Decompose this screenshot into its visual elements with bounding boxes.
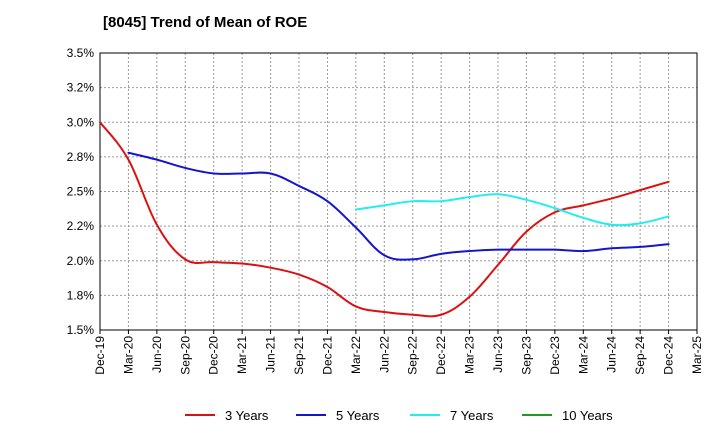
legend-item-5-years: 5 Years <box>296 404 379 426</box>
y-tick-label: 2.2% <box>67 219 95 233</box>
x-tick-label: Dec-24 <box>662 336 676 375</box>
x-tick-label: Jun-24 <box>605 336 619 373</box>
y-tick-label: 1.5% <box>67 323 95 337</box>
chart-title: [8045] Trend of Mean of ROE <box>103 14 308 31</box>
legend-label: 5 Years <box>336 407 380 423</box>
legend-item-7-years: 7 Years <box>410 404 493 426</box>
x-tick-label: Sep-21 <box>292 336 306 375</box>
x-tick-label: Jun-22 <box>377 336 391 373</box>
x-tick-label: Dec-19 <box>93 336 107 375</box>
x-tick-label: Mar-21 <box>235 336 249 374</box>
x-tick-label: Dec-21 <box>320 336 334 375</box>
x-tick-label: Jun-23 <box>491 336 505 373</box>
x-tick-label: Sep-22 <box>406 336 420 375</box>
y-tick-label: 3.0% <box>67 115 95 129</box>
x-tick-label: Mar-22 <box>349 336 363 374</box>
plot-frame <box>99 52 698 331</box>
x-tick-label: Mar-20 <box>121 336 135 374</box>
y-tick-label: 1.8% <box>67 288 95 302</box>
legend: 3 Years 5 Years 7 Years 10 Years <box>0 404 720 426</box>
series-lines <box>99 121 670 318</box>
series-line-5-years <box>127 151 670 261</box>
legend-item-3-years: 3 Years <box>185 404 268 426</box>
x-tick-label: Dec-23 <box>548 336 562 375</box>
x-tick-label: Jun-21 <box>264 336 278 373</box>
x-tick-label: Jun-20 <box>150 336 164 373</box>
y-tick-label: 2.0% <box>67 254 95 268</box>
legend-label: 10 Years <box>562 407 613 423</box>
legend-label: 7 Years <box>450 407 494 423</box>
x-tick-label: Sep-20 <box>178 336 192 375</box>
legend-swatch <box>185 414 215 416</box>
x-tick-label: Dec-20 <box>207 336 221 375</box>
y-tick-label: 2.5% <box>67 185 95 199</box>
x-tick-label: Mar-25 <box>690 336 704 374</box>
legend-label: 3 Years <box>225 407 269 423</box>
series-line-7-years <box>354 193 670 227</box>
axes: 1.5% 1.8% 2.0% 2.2% 2.5% 2.8% 3.0% 3.2% 3.5% Dec-… <box>67 46 704 375</box>
x-tick-label: Dec-22 <box>434 336 448 375</box>
legend-swatch <box>410 414 440 416</box>
legend-swatch <box>522 414 552 416</box>
legend-item-10-years: 10 Years <box>522 404 613 426</box>
x-tick-label: Sep-23 <box>519 336 533 375</box>
x-tick-label: Sep-24 <box>633 336 647 375</box>
y-tick-label: 3.5% <box>67 46 95 60</box>
series-line-3-years <box>99 121 670 318</box>
y-tick-label: 3.2% <box>67 81 95 95</box>
x-tick-label: Mar-24 <box>576 336 590 374</box>
x-tick-label: Mar-23 <box>463 336 477 374</box>
grid <box>99 52 698 331</box>
y-tick-label: 2.8% <box>67 150 95 164</box>
legend-swatch <box>296 414 326 416</box>
